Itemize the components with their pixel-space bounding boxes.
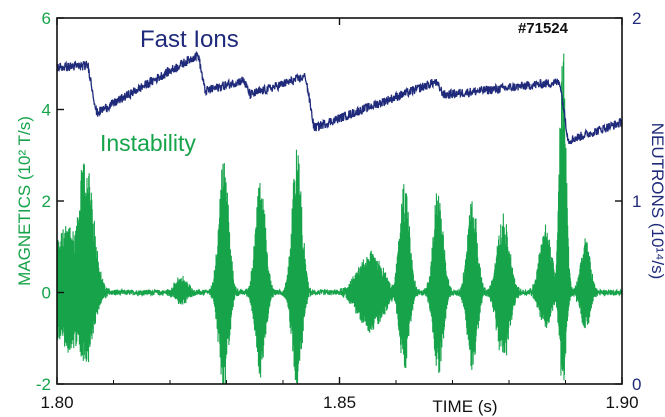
x-axis-title: TIME (s) [432, 397, 497, 416]
series-fast-ions [57, 51, 622, 145]
right-tick-label: 2 [632, 9, 641, 28]
series-instability [57, 53, 622, 384]
left-tick-label: 2 [42, 192, 51, 211]
x-tick-label: 1.85 [323, 393, 356, 412]
left-tick-label: 0 [42, 284, 51, 303]
legend-instability: Instability [100, 130, 196, 156]
right-tick-label: 1 [632, 192, 641, 211]
axes-layer: 1.80 1.85 1.90 -2 0 2 4 6 0 1 2 [36, 9, 642, 412]
shot-label: #71524 [518, 20, 569, 37]
x-tick-label: 1.80 [40, 393, 73, 412]
legend-fast-ions: Fast Ions [140, 26, 239, 53]
series-layer [57, 51, 622, 384]
plot-frame [56, 17, 623, 385]
left-tick-label: 4 [42, 101, 51, 120]
x-tick-label: 1.90 [605, 393, 638, 412]
left-axis-title: MAGNETICS (10² T/s) [15, 116, 34, 286]
right-axis-title: NEUTRONS (10¹⁴/s) [648, 123, 665, 280]
right-tick-label: 0 [632, 375, 641, 394]
left-tick-label: 6 [42, 9, 51, 28]
left-tick-label: -2 [36, 375, 51, 394]
